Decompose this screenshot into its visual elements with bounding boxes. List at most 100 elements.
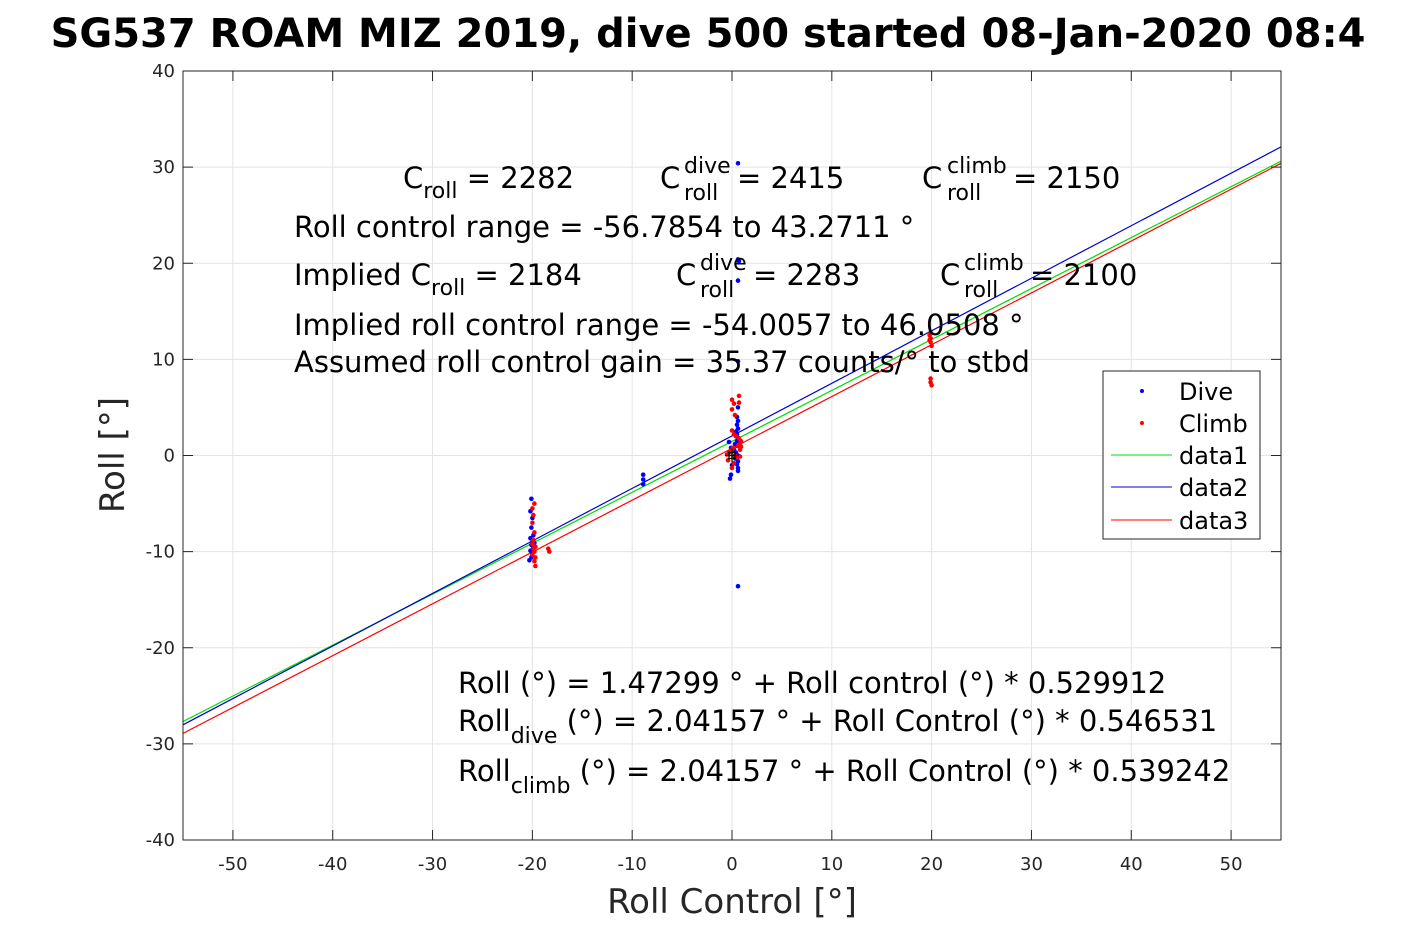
data-point-climb <box>531 512 536 518</box>
data-point-dive <box>529 525 534 530</box>
x-axis-label: Roll Control [°] <box>607 882 857 922</box>
y-tick-label: 20 <box>152 253 175 274</box>
data-point-dive <box>527 558 532 563</box>
data-point-climb <box>731 460 737 466</box>
x-tick-label: -30 <box>418 854 447 875</box>
calibration-annotations: Croll = 2282 C dive roll = 2415 C climb … <box>294 154 1137 379</box>
data-point-climb <box>729 428 735 433</box>
implied-c-roll-climb-base: C <box>940 258 960 292</box>
implied-c-roll-dive-value: = 2283 <box>753 258 860 292</box>
data-point-dive <box>529 496 534 502</box>
x-tick-label: 40 <box>1120 854 1143 875</box>
implied-c-roll-prefix: Implied C <box>294 258 431 292</box>
legend-label-data2: data2 <box>1179 474 1248 502</box>
x-tick-label: -40 <box>318 854 347 875</box>
c-roll-climb-value: = 2150 <box>1013 161 1120 195</box>
c-roll-sub: roll <box>423 179 457 204</box>
fit-equation-climb: Rollclimb (°) = 2.04157 ° + Roll Control… <box>458 754 1230 799</box>
y-tick-label: -30 <box>146 734 175 755</box>
c-roll-value: = 2282 <box>458 161 575 195</box>
x-tick-label: 10 <box>820 854 843 875</box>
implied-c-roll-dive-base: C <box>676 258 696 292</box>
fit-equations: Roll (°) = 1.47299 ° + Roll control (°) … <box>458 666 1230 799</box>
y-tick-label: 10 <box>152 349 175 370</box>
data-point-climb <box>532 558 537 564</box>
c-roll-climb-base: C <box>922 161 942 195</box>
implied-roll-control-range: Implied roll control range = -54.0057 to… <box>294 308 1024 342</box>
c-roll-dive-annotation: C <box>660 161 680 195</box>
data-point-climb <box>530 552 535 557</box>
data-point-dive <box>640 482 646 487</box>
legend-marker-dive <box>1140 389 1144 393</box>
axis-ticks: -50 -40 -30 -20 -10 0 10 20 30 40 50 -40 -30 -20 -10 0 1… <box>146 61 1281 875</box>
fit-equation-all: Roll (°) = 1.47299 ° + Roll control (°) … <box>458 666 1166 700</box>
fit-dive-base: Roll <box>458 704 511 738</box>
data-point-dive <box>640 472 646 478</box>
implied-c-roll-dive-sub: roll <box>700 278 734 303</box>
data-point-climb <box>736 393 742 399</box>
c-roll-annotation: Croll = 2282 <box>403 161 574 204</box>
implied-c-roll-climb-sup: climb <box>964 251 1024 276</box>
data-point-climb <box>738 444 744 450</box>
fit-equation-dive: Rolldive (°) = 2.04157 ° + Roll Control … <box>458 704 1217 749</box>
data-point-climb <box>929 383 934 388</box>
assumed-gain: Assumed roll control gain = 35.37 counts… <box>294 345 1030 379</box>
x-tick-label: -10 <box>617 854 646 875</box>
c-roll-dive-value: = 2415 <box>737 161 844 195</box>
data-point-climb <box>731 401 737 406</box>
y-tick-label: -10 <box>146 542 175 563</box>
implied-c-roll-climb-value: = 2100 <box>1030 258 1137 292</box>
fit-dive-rest: (°) = 2.04157 ° + Roll Control (°) * 0.5… <box>557 704 1217 738</box>
data-point-dive <box>735 359 741 364</box>
y-tick-label: 40 <box>152 61 175 82</box>
x-tick-label: -20 <box>518 854 547 875</box>
implied-c-roll-annotation: Implied Croll = 2184 <box>294 258 582 301</box>
legend-label-data3: data3 <box>1179 507 1248 535</box>
data-point-climb <box>729 465 735 471</box>
x-tick-label: 50 <box>1220 854 1243 875</box>
data-point-dive <box>736 259 742 264</box>
data-point-dive <box>640 477 646 482</box>
y-tick-label: 30 <box>152 157 175 178</box>
data-point-dive <box>735 583 741 589</box>
data-point-climb <box>928 339 933 345</box>
legend-marker-climb <box>1140 421 1144 425</box>
x-tick-label: -50 <box>218 854 247 875</box>
data-point-climb <box>532 530 537 535</box>
c-roll-climb-sup: climb <box>947 154 1007 179</box>
data-point-climb <box>530 541 535 547</box>
fit-climb-base: Roll <box>458 754 511 788</box>
data-point-dive <box>735 405 741 410</box>
fit-climb-sub: climb <box>511 774 571 799</box>
implied-c-roll-climb-sub: roll <box>964 278 998 303</box>
y-tick-label: -20 <box>146 638 175 659</box>
legend-label-dive: Dive <box>1179 378 1233 406</box>
chart-title: SG537 ROAM MIZ 2019, dive 500 started 08… <box>51 11 1366 57</box>
implied-c-roll-dive-sup: dive <box>700 251 747 276</box>
data-point-climb <box>732 412 738 418</box>
data-points <box>527 161 934 589</box>
y-tick-label: 0 <box>164 446 175 467</box>
c-roll-climb-sub: roll <box>947 181 981 206</box>
data-point-dive <box>735 468 741 474</box>
c-roll-dive-sup: dive <box>684 154 731 179</box>
data-point-dive <box>735 278 741 283</box>
legend: Dive Climb data1 data2 data3 <box>1102 370 1261 540</box>
data-point-dive <box>728 472 734 478</box>
x-tick-label: 0 <box>726 854 737 875</box>
data-point-climb <box>736 400 742 405</box>
data-point-climb <box>533 563 538 569</box>
data-point-climb <box>928 376 933 381</box>
implied-c-roll-value: = 2184 <box>465 258 582 292</box>
data-point-dive <box>735 161 741 166</box>
data-point-climb <box>530 506 535 511</box>
data-point-dive <box>735 418 741 424</box>
c-roll-dive-base: C <box>660 161 680 195</box>
fit-climb-rest: (°) = 2.04157 ° + Roll Control (°) * 0.5… <box>570 754 1230 788</box>
legend-label-data1: data1 <box>1179 442 1248 470</box>
data-point-dive <box>734 422 740 428</box>
data-point-climb <box>729 397 735 403</box>
data-point-climb <box>547 549 552 554</box>
x-tick-label: 20 <box>920 854 943 875</box>
